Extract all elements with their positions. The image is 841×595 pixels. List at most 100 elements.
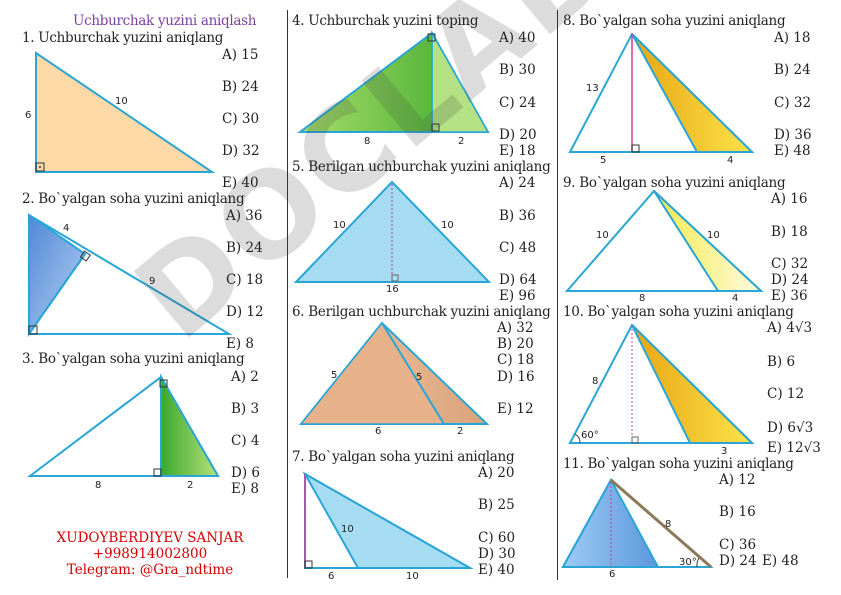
problem-10-option[interactable]: E) 12√3 [767, 440, 821, 456]
problem-7-option[interactable]: D) 30 [478, 546, 516, 562]
problem-2-title: 2. Bo`yalgan soha yuzini aniqlang [22, 191, 245, 207]
problem-9-label: 10 [596, 230, 609, 241]
problem-6-option[interactable]: A) 32 [497, 320, 534, 336]
problem-9-option[interactable]: E) 36 [771, 288, 808, 304]
problem-6-option[interactable]: B) 20 [497, 336, 534, 352]
problem-2-option[interactable]: E) 8 [226, 336, 255, 352]
problem-9-label: 10 [707, 230, 720, 241]
problem-10-option[interactable]: C) 12 [767, 386, 805, 402]
problem-11-option[interactable]: A) 12 [719, 472, 756, 488]
problem-10-option[interactable]: D) 6√3 [767, 420, 814, 436]
problem-10-title: 10. Bo`yalgan soha yuzini aniqlang [563, 304, 794, 320]
problem-5-option[interactable]: B) 36 [499, 208, 536, 224]
problem-7-title: 7. Bo`yalgan soha yuzini aniqlang [292, 449, 515, 465]
problem-5-option[interactable]: E) 96 [499, 288, 536, 304]
problem-9-option[interactable]: C) 32 [771, 256, 809, 272]
problem-11-label: 6 [609, 569, 616, 580]
problem-5-title: 5. Berilgan uchburchak yuzini aniqlang [292, 159, 551, 175]
problem-2-option[interactable]: D) 12 [226, 304, 264, 320]
problem-1-option[interactable]: C) 30 [222, 111, 260, 127]
problem-6-label: 5 [416, 372, 423, 383]
problem-1-title: 1. Uchburchak yuzini aniqlang [22, 30, 224, 46]
problem-11-figure [561, 477, 714, 569]
column-divider-1 [287, 10, 288, 578]
problem-3-option[interactable]: A) 2 [231, 369, 259, 385]
problem-1-figure [35, 51, 216, 173]
problem-5-label: 10 [441, 220, 454, 231]
problem-7-label: 10 [341, 524, 354, 535]
problem-9-option[interactable]: A) 16 [771, 191, 808, 207]
author-name: XUDOYBERDIYEV SANJAR [56, 530, 244, 546]
column-divider-2 [557, 10, 558, 580]
problem-6-option[interactable]: E) 12 [497, 401, 534, 417]
problem-7-option[interactable]: C) 60 [478, 530, 516, 546]
problem-5-figure [293, 180, 492, 283]
problem-6-option[interactable]: D) 16 [497, 369, 535, 385]
problem-6-label: 5 [331, 370, 338, 381]
problem-3-label: 2 [187, 480, 194, 491]
problem-11-option[interactable]: B) 16 [719, 504, 756, 520]
problem-5-option[interactable]: C) 48 [499, 240, 537, 256]
problem-4-option[interactable]: D) 20 [499, 127, 537, 143]
problem-10-label: 60° [581, 430, 599, 441]
problem-9-title: 9. Bo`yalgan soha yuzini aniqlang [563, 175, 786, 191]
problem-11-option[interactable]: D) 24 [719, 553, 757, 569]
problem-7-figure [302, 471, 474, 569]
problem-8-title: 8. Bo`yalgan soha yuzini aniqlang [563, 13, 786, 29]
problem-7-option[interactable]: B) 25 [478, 497, 515, 513]
problem-5-label: 16 [386, 284, 399, 295]
problem-1-option[interactable]: A) 15 [222, 47, 259, 63]
problem-11-option[interactable]: C) 36 [719, 537, 757, 553]
problem-9-label: 8 [639, 293, 646, 304]
problem-11-option[interactable]: E) 48 [762, 553, 799, 569]
problem-3-title: 3. Bo`yalgan soha yuzini aniqlang [22, 351, 245, 367]
problem-4-option[interactable]: B) 30 [499, 62, 536, 78]
problem-2-option[interactable]: B) 24 [226, 240, 263, 256]
problem-3-option[interactable]: C) 4 [231, 433, 260, 449]
problem-9-option[interactable]: B) 18 [771, 224, 808, 240]
problem-8-option[interactable]: A) 18 [774, 30, 811, 46]
problem-8-option[interactable]: C) 32 [774, 95, 812, 111]
problem-3-option[interactable]: B) 3 [231, 401, 260, 417]
problem-9-option[interactable]: D) 24 [771, 272, 809, 288]
problem-8-option[interactable]: D) 36 [774, 127, 812, 143]
problem-1-option[interactable]: E) 40 [222, 175, 259, 191]
problem-10-label: 8 [592, 376, 599, 387]
problem-6-option[interactable]: C) 18 [497, 352, 535, 368]
problem-10-option[interactable]: A) 4√3 [767, 320, 813, 336]
problem-4-label: 8 [364, 136, 371, 147]
problem-8-option[interactable]: B) 24 [774, 62, 811, 78]
problem-3-label: 8 [95, 480, 102, 491]
problem-1-option[interactable]: D) 32 [222, 143, 260, 159]
problem-7-option[interactable]: E) 40 [478, 562, 515, 578]
problem-2-option[interactable]: C) 18 [226, 272, 264, 288]
problem-2-option[interactable]: A) 36 [226, 208, 263, 224]
problem-11-label: 8 [665, 519, 672, 530]
problem-4-option[interactable]: E) 18 [499, 143, 536, 159]
problem-5-option[interactable]: A) 24 [499, 175, 536, 191]
problem-4-option[interactable]: A) 40 [499, 30, 536, 46]
problem-4-figure [297, 30, 490, 133]
problem-8-option[interactable]: E) 48 [774, 143, 811, 159]
problem-10-option[interactable]: B) 6 [767, 354, 796, 370]
problem-7-option[interactable]: A) 20 [478, 465, 515, 481]
author-telegram[interactable]: Telegram: @Gra_ndtime [66, 562, 234, 578]
problem-10-figure [568, 323, 755, 444]
problem-5-option[interactable]: D) 64 [499, 272, 537, 288]
problem-9-label: 4 [732, 293, 739, 304]
problem-1-label: 10 [115, 96, 128, 107]
problem-3-option[interactable]: D) 6 [231, 465, 260, 481]
problem-7-label: 10 [406, 571, 419, 582]
problem-2-label: 9 [149, 276, 156, 287]
problem-4-title: 4. Uchburchak yuzini toping [292, 13, 479, 29]
problem-8-label: 5 [600, 155, 607, 166]
problem-4-label: 2 [458, 136, 465, 147]
problem-11-label: 30° [679, 557, 697, 568]
problem-3-option[interactable]: E) 8 [231, 481, 260, 497]
problem-1-option[interactable]: B) 24 [222, 79, 259, 95]
problem-11-title: 11. Bo`yalgan soha yuzini aniqlang [563, 456, 794, 472]
problem-4-option[interactable]: C) 24 [499, 95, 537, 111]
problem-6-label: 2 [457, 426, 464, 437]
problem-10-label: 3 [721, 446, 728, 457]
